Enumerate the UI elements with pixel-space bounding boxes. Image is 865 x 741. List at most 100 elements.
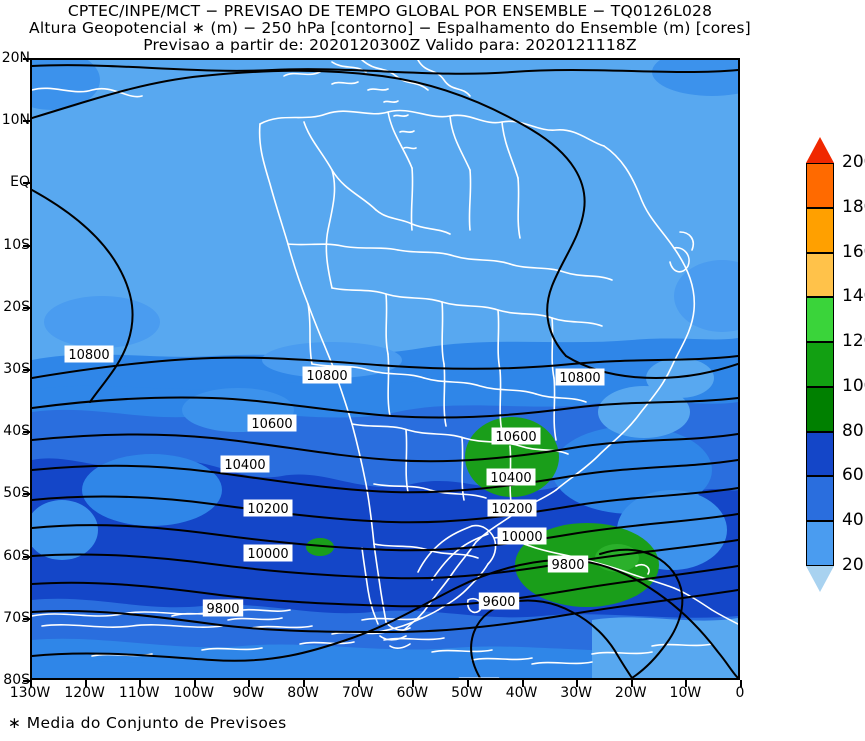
colorbar-band-180: [806, 207, 834, 253]
y-tick-label-10s: 10S: [3, 236, 30, 253]
y-tick-mark: [23, 369, 30, 371]
colorbar-band-140: [806, 297, 834, 343]
colorbar-band-40: [806, 521, 834, 566]
header-line-2: Altura Geopotencial ∗ (m) − 250 hPa [con…: [29, 19, 751, 37]
contour-label-9800: 9800: [206, 602, 239, 617]
x-tick-mark: [630, 680, 633, 687]
header-line-3: Previsao a partir de: 2020120300Z Valido…: [143, 36, 637, 54]
contour-label-group: 10800 10800 10800 10600 10600 10400 10400 10200…: [64, 345, 605, 678]
x-tick-mark: [139, 680, 142, 687]
x-tick-mark: [412, 680, 415, 687]
x-tick-mark: [84, 680, 87, 687]
contour-label-10600: 10600: [251, 417, 292, 432]
x-tick-mark: [521, 680, 524, 687]
x-tick-label-50w: 50W: [451, 685, 483, 701]
y-tick-label-80s: 80S: [3, 672, 30, 688]
x-tick-label-0: 0: [735, 685, 745, 701]
colorbar-label-140: 140: [842, 286, 865, 307]
y-tick-label-20s: 20S: [3, 298, 30, 315]
y-tick-mark: [23, 493, 30, 496]
y-tick-mark: [23, 244, 30, 247]
contour-label-box: [247, 414, 297, 432]
colorbar-band-120: [806, 342, 834, 387]
colorbar-band-200: [806, 163, 834, 208]
x-tick-label-120w: 120W: [64, 685, 105, 701]
y-tick-mark: [23, 58, 30, 60]
contour-label-box: [486, 468, 536, 486]
y-tick-label-10n: 10N: [1, 112, 30, 129]
contour-label-box: [458, 677, 500, 678]
x-tick-label-30w: 30W: [560, 685, 592, 701]
x-tick-mark: [30, 680, 32, 687]
colorbar-top-arrow: [806, 137, 834, 163]
contour-label-10000: 10000: [247, 547, 288, 562]
y-tick-label-50s: 50S: [3, 485, 30, 502]
colorbar-label-40: 40: [842, 510, 864, 531]
contour-label-10000: 10000: [501, 530, 542, 545]
contour-label-10800: 10800: [559, 371, 600, 386]
colorbar-band-80: [806, 431, 834, 477]
contour-label-box: [243, 544, 293, 562]
contour-label-box: [64, 345, 114, 363]
colorbar-label-160: 160: [842, 241, 865, 262]
contour-label-10800: 10800: [68, 348, 109, 363]
contour-label-9600: 9600: [482, 595, 515, 610]
y-tick-mark: [23, 617, 30, 620]
y-tick-mark: [23, 431, 30, 434]
contour-label-10400: 10400: [224, 458, 265, 473]
x-tick-label-100w: 100W: [173, 685, 215, 701]
y-tick-label-30s: 30S: [3, 361, 30, 377]
y-tick-mark: [23, 680, 30, 682]
contour-label-10600: 10600: [495, 430, 536, 445]
x-tick-label-20w: 20W: [614, 685, 647, 701]
y-tick-mark: [23, 182, 30, 185]
contour-label-box: [478, 592, 520, 610]
colorbar-label-200: 200: [842, 152, 865, 172]
x-tick-mark: [466, 680, 469, 687]
x-tick-label-70w: 70W: [341, 685, 374, 701]
x-tick-label-60w: 60W: [396, 685, 429, 701]
colorbar-label-20: 20: [842, 555, 864, 575]
y-tick-label-60s: 60S: [3, 547, 30, 564]
footer-note: ∗ Media do Conjunto de Previsoes: [8, 714, 287, 732]
contour-label-box: [547, 555, 589, 573]
colorbar-label-60: 60: [842, 465, 864, 486]
contour-label-10200: 10200: [247, 502, 288, 517]
x-tick-label-80w: 80W: [287, 685, 319, 701]
y-tick-mark: [23, 555, 30, 558]
x-tick-mark: [303, 680, 306, 687]
contour-label-box: [243, 499, 293, 517]
x-tick-label-90w: 90W: [232, 685, 265, 701]
y-tick-mark: [23, 306, 30, 309]
contour-label-box: [302, 366, 352, 384]
x-tick-label-10w: 10W: [669, 685, 702, 701]
colorbar[interactable]: 20 40 60 80 100 120 140 160 180 200: [806, 137, 865, 592]
colorbar-label-80: 80: [842, 420, 864, 441]
x-tick-label-130w: 130W: [9, 685, 51, 701]
x-tick-mark: [576, 680, 579, 687]
contour-label-box: [220, 455, 270, 473]
y-tick-mark: [23, 120, 30, 123]
contour-label-box: [202, 599, 244, 617]
y-tick-label-70s: 70S: [3, 609, 30, 626]
x-tick-label-40w: 40W: [505, 685, 538, 701]
y-tick-label-40s: 40S: [3, 423, 30, 440]
contour-label-9800: 9800: [551, 558, 584, 573]
contour-label-10200: 10200: [491, 502, 532, 517]
contour-label-box: [491, 427, 541, 445]
x-tick-label-110w: 110W: [118, 685, 160, 701]
x-tick-mark: [357, 680, 360, 687]
header-line-1: CPTEC/INPE/MCT − PREVISAO DE TEMPO GLOBA…: [67, 2, 713, 20]
y-tick-label-eq: EQ: [10, 174, 30, 191]
colorbar-label-180: 180: [842, 196, 865, 217]
x-tick-mark: [193, 680, 196, 687]
contour-label-10800: 10800: [306, 369, 347, 384]
map-plot-area[interactable]: 10800 10800 10800 10600 10600 10400 10400 10200…: [30, 58, 740, 680]
map-canvas: 10800 10800 10800 10600 10600 10400 10400 10200…: [32, 60, 738, 678]
x-tick-mark: [248, 680, 251, 687]
y-tick-label-20n: 20N: [1, 50, 30, 66]
contour-label-box: [555, 368, 605, 386]
x-tick-mark: [685, 680, 688, 687]
colorbar-band-60: [806, 476, 834, 522]
colorbar-label-120: 120: [842, 331, 865, 352]
